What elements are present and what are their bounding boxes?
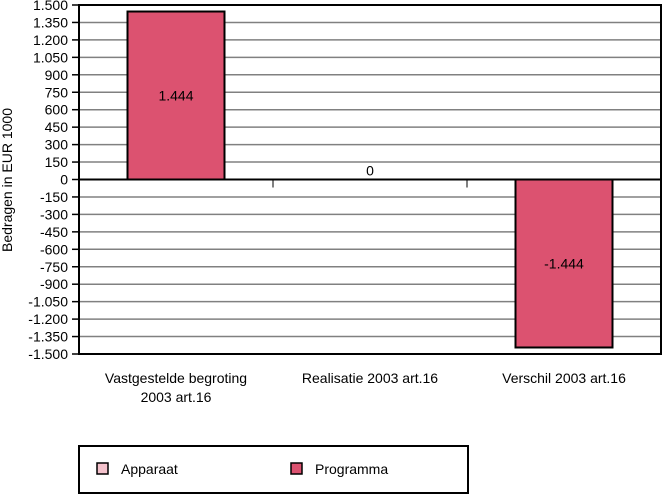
y-tick-label: 300 (45, 137, 69, 153)
y-tick-label: 1.050 (33, 49, 68, 65)
y-tick-label: -150 (40, 189, 68, 205)
data-label: 1.444 (158, 88, 193, 104)
y-tick-label: -600 (40, 241, 68, 257)
y-tick-label: 450 (45, 119, 69, 135)
y-tick-label: -1.350 (28, 329, 68, 345)
y-tick-labels: 1.5001.3501.2001.0509007506004503001500-… (28, 0, 68, 362)
x-tick-label: Verschil 2003 art.16 (502, 370, 626, 386)
x-tick-label: Realisatie 2003 art.16 (302, 370, 438, 386)
legend-label-programma: Programma (315, 461, 388, 477)
data-labels: 1.444 0 -1.444 (158, 88, 584, 272)
legend-swatch-programma (290, 462, 303, 475)
y-tick-label: 1.500 (33, 0, 68, 13)
y-tick-label: -1.050 (28, 294, 68, 310)
y-tick-label: -1.200 (28, 311, 68, 327)
y-tick-label: -1.500 (28, 346, 68, 362)
x-tick-labels: Vastgestelde begroting 2003 art.16 Realisa… (105, 370, 626, 405)
y-tick-label: 1.200 (33, 32, 68, 48)
bars (126, 10, 614, 349)
bar-programma (514, 178, 614, 349)
y-tick-label: 900 (45, 67, 69, 83)
y-tick-label: -900 (40, 276, 68, 292)
data-label: -1.444 (544, 255, 584, 271)
y-tick-label: -750 (40, 259, 68, 275)
legend-box (78, 445, 469, 494)
y-tick-label: -450 (40, 224, 68, 240)
y-tick-label: 600 (45, 102, 69, 118)
legend-label-apparaat: Apparaat (121, 461, 178, 477)
y-tick-label: -300 (40, 206, 68, 222)
y-axis-label: Bedragen in EUR 1000 (0, 108, 15, 252)
x-tick-label: Vastgestelde begroting (105, 370, 247, 386)
y-tick-label: 1.350 (33, 14, 68, 30)
legend-swatch-apparaat (96, 462, 109, 475)
x-tick-label: 2003 art.16 (141, 389, 212, 405)
y-tick-label: 150 (45, 154, 69, 170)
legend: Apparaat Programma (78, 445, 469, 494)
y-tick-label: 750 (45, 84, 69, 100)
bar-programma (126, 10, 226, 181)
y-tick-label: 0 (60, 172, 68, 188)
data-label: 0 (366, 163, 374, 179)
plot-frame (78, 4, 662, 355)
